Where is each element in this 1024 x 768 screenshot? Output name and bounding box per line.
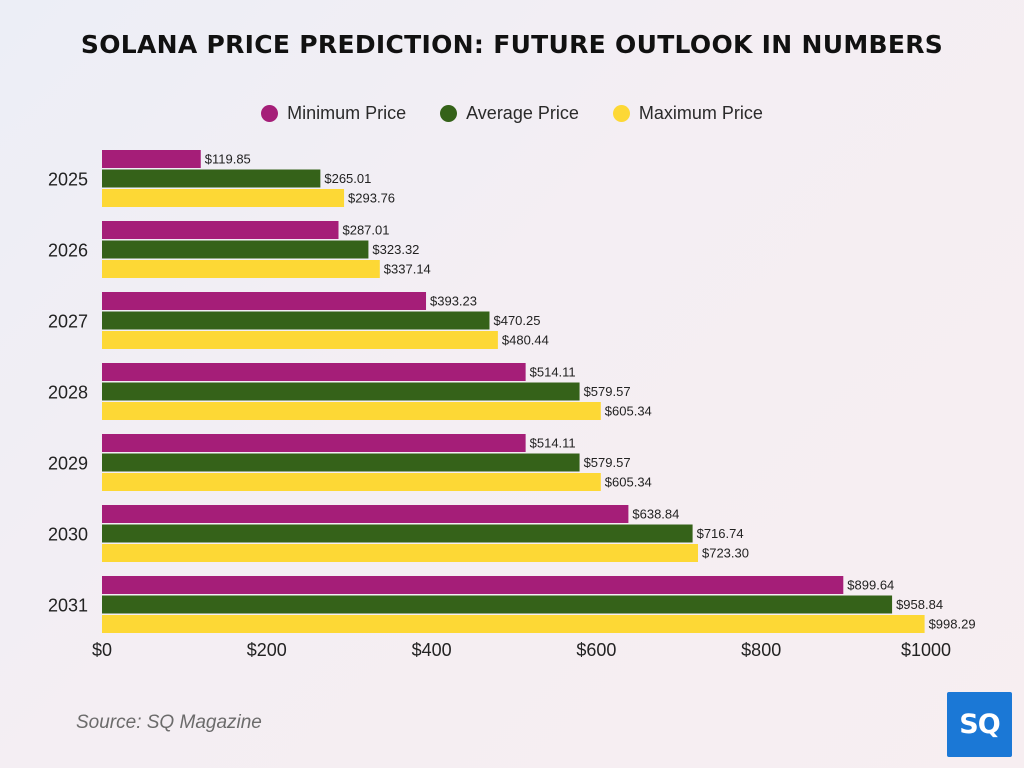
bar-value-label: $998.29 xyxy=(929,617,976,632)
x-tick-label: $600 xyxy=(576,640,616,660)
bar-value-label: $393.23 xyxy=(430,294,477,309)
legend-item-average: Average Price xyxy=(440,103,579,124)
category-label-2025: 2025 xyxy=(48,169,88,189)
bar-2027-0 xyxy=(102,292,427,310)
bar-value-label: $899.64 xyxy=(847,578,894,593)
bar-2027-1 xyxy=(102,311,490,330)
bar-value-label: $287.01 xyxy=(342,223,389,238)
legend-label-maximum: Maximum Price xyxy=(638,103,763,123)
bar-value-label: $470.25 xyxy=(493,313,540,328)
bar-2025-2 xyxy=(102,189,345,207)
chart-title: SOLANA PRICE PREDICTION: FUTURE OUTLOOK … xyxy=(80,30,944,59)
category-label-2030: 2030 xyxy=(48,524,88,544)
sq-logo: SQ xyxy=(947,692,1012,757)
legend-swatch-minimum xyxy=(261,105,279,122)
bar-value-label: $579.57 xyxy=(584,384,631,399)
category-label-2027: 2027 xyxy=(48,311,88,331)
bar-value-label: $119.85 xyxy=(205,152,251,167)
bar-value-label: $514.11 xyxy=(530,436,576,451)
sq-logo-text: SQ xyxy=(959,709,1000,740)
bar-2030-2 xyxy=(102,544,698,562)
bar-2028-0 xyxy=(102,363,526,381)
legend-swatch-average xyxy=(440,105,458,122)
bar-value-label: $716.74 xyxy=(697,526,744,541)
bar-2026-0 xyxy=(102,221,339,239)
bar-2029-0 xyxy=(102,434,526,452)
bar-value-label: $323.32 xyxy=(372,242,419,257)
bar-value-label: $514.11 xyxy=(530,365,576,380)
category-label-2029: 2029 xyxy=(48,453,88,473)
bar-2031-0 xyxy=(102,576,844,594)
x-tick-label: $0 xyxy=(92,640,112,660)
legend-label-average: Average Price xyxy=(466,103,579,123)
bar-2029-1 xyxy=(102,453,580,472)
legend-label-minimum: Minimum Price xyxy=(287,103,407,123)
bar-value-label: $480.44 xyxy=(502,333,549,348)
x-tick-label: $200 xyxy=(247,640,287,660)
bar-value-label: $605.34 xyxy=(605,404,652,419)
legend-item-minimum: Minimum Price xyxy=(261,103,406,124)
bar-2028-1 xyxy=(102,382,580,401)
bar-2026-1 xyxy=(102,240,369,259)
bar-value-label: $638.84 xyxy=(632,507,679,522)
bar-2031-2 xyxy=(102,615,925,633)
legend-swatch-maximum xyxy=(612,105,630,122)
legend: Minimum Price Average Price Maximum Pric… xyxy=(0,103,1024,124)
bar-value-label: $723.30 xyxy=(702,546,749,561)
x-tick-label: $400 xyxy=(412,640,452,660)
category-label-2028: 2028 xyxy=(48,382,88,402)
bar-value-label: $958.84 xyxy=(896,597,943,612)
bar-value-label: $605.34 xyxy=(605,475,652,490)
bar-2031-1 xyxy=(102,595,893,614)
bar-2030-1 xyxy=(102,524,693,543)
source-note: Source: SQ Magazine xyxy=(76,712,262,733)
bar-2025-0 xyxy=(102,150,201,168)
bar-value-label: $337.14 xyxy=(384,262,431,277)
legend-item-maximum: Maximum Price xyxy=(612,103,763,124)
category-label-2026: 2026 xyxy=(48,240,88,260)
bar-2030-0 xyxy=(102,505,629,523)
x-tick-label: $1000 xyxy=(901,640,951,660)
bar-2026-2 xyxy=(102,260,380,278)
bar-value-label: $265.01 xyxy=(324,171,371,186)
bar-value-label: $579.57 xyxy=(584,455,631,470)
bar-value-label: $293.76 xyxy=(348,191,395,206)
bar-2029-2 xyxy=(102,473,601,491)
x-tick-label: $800 xyxy=(741,640,781,660)
bar-2027-2 xyxy=(102,331,498,349)
category-label-2031: 2031 xyxy=(48,595,88,615)
bar-2028-2 xyxy=(102,402,601,420)
bar-2025-1 xyxy=(102,169,321,188)
